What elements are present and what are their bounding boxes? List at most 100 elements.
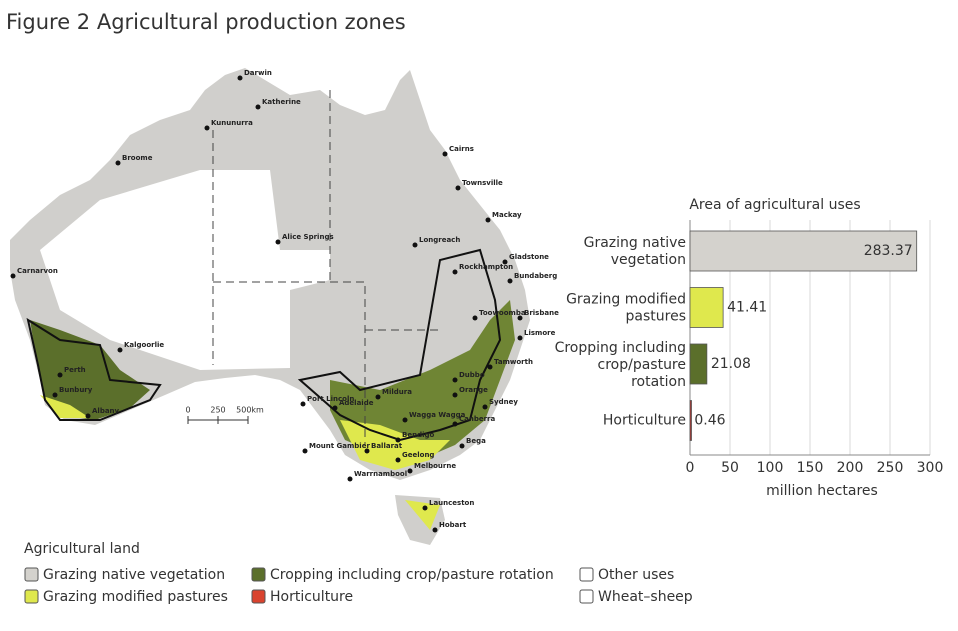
city-label: Longreach xyxy=(419,236,460,244)
city-dot xyxy=(517,315,523,321)
scale-label: 500km xyxy=(236,406,264,415)
scale-label: 0 xyxy=(185,406,190,415)
city-label: Wagga Wagga xyxy=(409,411,466,419)
city-label: Toowoomba xyxy=(479,309,526,317)
x-tick-label: 100 xyxy=(757,460,784,476)
city-dot xyxy=(255,104,261,110)
legend-swatch xyxy=(24,567,39,582)
city-dot xyxy=(115,160,121,166)
city-dot xyxy=(10,273,16,279)
city-label: Mount Gambier xyxy=(309,442,370,450)
city-dot xyxy=(302,448,308,454)
legend-label: Wheat–sheep xyxy=(598,589,693,605)
city-label: Bendigo xyxy=(402,431,434,439)
city-label: Sydney xyxy=(489,398,518,406)
city-label: Ballarat xyxy=(371,442,403,450)
legend-label: Cropping including crop/pasture rotation xyxy=(270,567,554,583)
x-tick-label: 0 xyxy=(686,460,695,476)
city-label: Orange xyxy=(459,386,488,394)
city-dot xyxy=(432,527,438,533)
city-label: Broome xyxy=(122,154,153,162)
city-dot xyxy=(395,437,401,443)
city-label: Canberra xyxy=(459,415,496,423)
scale-bar: 0 250 500km xyxy=(185,406,264,424)
city-dot xyxy=(117,347,123,353)
x-tick-label: 250 xyxy=(877,460,904,476)
sw-crop xyxy=(30,320,150,420)
city-dot xyxy=(452,421,458,427)
city-label: Perth xyxy=(64,366,86,374)
bar xyxy=(689,343,708,385)
city-dot xyxy=(517,335,523,341)
legend-swatch xyxy=(24,589,39,604)
pasture xyxy=(40,395,450,530)
city-label: Mackay xyxy=(492,211,522,219)
value-label: 0.46 xyxy=(694,413,725,429)
legend-title: Agricultural land xyxy=(24,541,140,557)
city-dot xyxy=(507,278,513,284)
city-label: Gladstone xyxy=(509,253,549,261)
legend-swatch xyxy=(251,567,266,582)
x-tick-label: 150 xyxy=(797,460,824,476)
city-dot xyxy=(459,443,465,449)
city-dot xyxy=(275,239,281,245)
city-label: Bundaberg xyxy=(514,272,557,280)
x-tick-label: 300 xyxy=(917,460,944,476)
y-tick-label: Cropping including crop/pasture rotation xyxy=(555,340,686,390)
bar xyxy=(689,287,724,328)
figure-title: Figure 2 Agricultural production zones xyxy=(6,10,406,34)
city-dot xyxy=(237,75,243,81)
city-dot xyxy=(364,448,370,454)
city-label: Hobart xyxy=(439,521,467,529)
city-dot xyxy=(487,364,493,370)
city-label: Port Lincoln xyxy=(307,395,354,403)
bar xyxy=(689,400,692,441)
wheat-sheep-zone xyxy=(26,248,502,442)
city-label: Alice Springs xyxy=(282,233,334,241)
legend-swatch xyxy=(579,589,594,604)
city-label: Dubbo xyxy=(459,371,485,379)
x-axis-title: million hectares xyxy=(766,483,878,499)
city-label: Adelaide xyxy=(339,399,374,407)
city-label: Cairns xyxy=(449,145,474,153)
legend-swatch xyxy=(579,567,594,582)
city-label: Mildura xyxy=(382,388,412,396)
city-label: Rockhampton xyxy=(459,263,513,271)
city-label: Albany xyxy=(92,407,120,415)
city-label: Katherine xyxy=(262,98,301,106)
city-label: Townsville xyxy=(462,179,503,187)
state-borders xyxy=(212,90,440,445)
city-label: Bega xyxy=(466,437,486,445)
desert xyxy=(40,170,330,370)
city-label: Kununurra xyxy=(211,119,253,127)
city-label: Darwin xyxy=(244,69,272,77)
value-label: 21.08 xyxy=(711,356,751,372)
city-label: Warrnambool xyxy=(354,470,407,478)
legend-label: Grazing modified pastures xyxy=(43,589,228,605)
legend-label: Horticulture xyxy=(270,589,353,605)
city-label: Carnarvon xyxy=(17,267,58,275)
city-dot xyxy=(395,457,401,463)
city-dot xyxy=(452,392,458,398)
city-dot xyxy=(452,269,458,275)
city-dot xyxy=(332,405,338,411)
legend-swatch xyxy=(251,589,266,604)
city-dot xyxy=(375,394,381,400)
value-label: 283.37 xyxy=(864,243,913,259)
city-dot xyxy=(485,217,491,223)
city-dot xyxy=(85,413,91,419)
y-tick-label: Grazing modified pastures xyxy=(566,292,686,325)
city-dot xyxy=(422,505,428,511)
scale-label: 250 xyxy=(210,406,225,415)
city-dot xyxy=(502,259,508,265)
legend-label: Other uses xyxy=(598,567,674,583)
city-dot xyxy=(52,392,58,398)
city-dot xyxy=(407,468,413,474)
city-dot xyxy=(347,476,353,482)
map: 0 250 500km Darwin Katherine Kununurra Broome… xyxy=(10,68,559,545)
city-dot xyxy=(204,125,210,131)
x-tick-label: 50 xyxy=(721,460,739,476)
city-dot xyxy=(300,401,306,407)
city-dot xyxy=(412,242,418,248)
y-tick-label: Grazing native vegetation xyxy=(584,235,686,268)
